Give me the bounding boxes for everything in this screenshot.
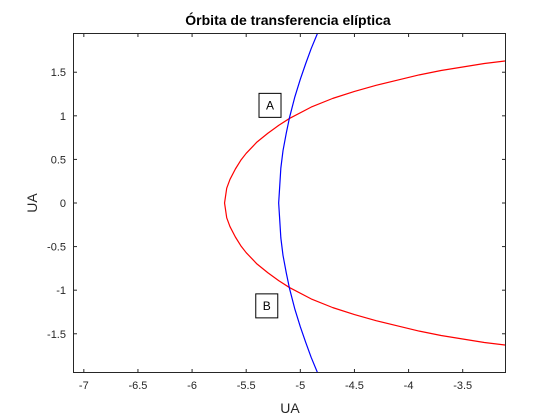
chart-title: Órbita de transferencia elíptica — [185, 11, 391, 28]
annotation-label: A — [266, 98, 274, 112]
x-tick-label: -6 — [187, 380, 197, 392]
series-line-2 — [278, 33, 319, 373]
x-tick-label: -5 — [295, 380, 305, 392]
y-tick-label: 1 — [60, 111, 66, 123]
plot-area — [73, 33, 506, 373]
x-axis-label: UA — [280, 400, 300, 416]
y-tick-label: 0.5 — [51, 154, 66, 166]
x-axis-ticks: -7 -6.5 -6 -5.5 -5 -4.5 -4 -3.5 — [79, 33, 472, 392]
x-tick-label: -3.5 — [453, 380, 472, 392]
y-tick-label: -0.5 — [47, 242, 66, 254]
series-layer — [223, 33, 506, 373]
x-tick-label: -6.5 — [128, 380, 147, 392]
x-tick-label: -4.5 — [345, 380, 364, 392]
y-axis-ticks: -1.5 -1 -0.5 0 0.5 1 1.5 — [47, 67, 506, 341]
x-tick-label: -7 — [79, 380, 89, 392]
y-tick-label: -1 — [56, 285, 66, 297]
annotation-box — [255, 293, 279, 319]
annotation-layer: AB — [255, 92, 282, 319]
y-tick-label: 1.5 — [51, 67, 66, 79]
y-tick-label: 0 — [60, 198, 66, 210]
y-axis-label: UA — [24, 193, 40, 213]
annotation-box — [258, 92, 282, 118]
y-tick-label: -1.5 — [47, 329, 66, 341]
x-tick-label: -4 — [404, 380, 414, 392]
x-tick-label: -5.5 — [237, 380, 256, 392]
annotation-label: B — [263, 299, 271, 313]
series-line-1 — [223, 60, 506, 346]
